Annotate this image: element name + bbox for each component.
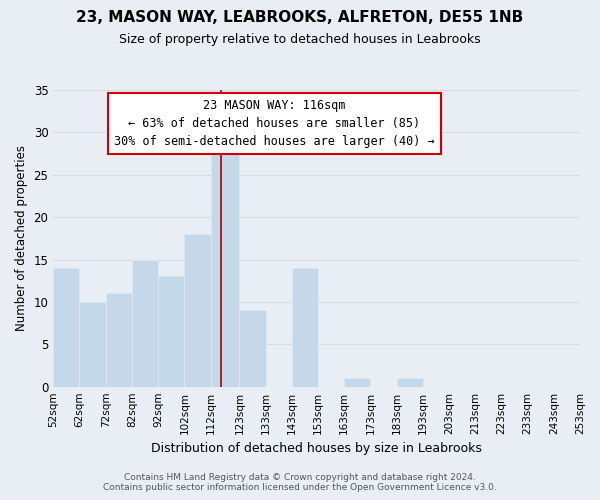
Bar (53, 268, 79, 386)
Bar (397, 378, 423, 386)
Bar (239, 310, 266, 386)
Bar (184, 234, 211, 386)
Bar (292, 268, 318, 386)
Bar (211, 150, 239, 386)
Text: Size of property relative to detached houses in Leabrooks: Size of property relative to detached ho… (119, 32, 481, 46)
Bar (132, 260, 158, 386)
Bar (79, 302, 106, 386)
X-axis label: Distribution of detached houses by size in Leabrooks: Distribution of detached houses by size … (151, 442, 482, 455)
Bar (344, 378, 370, 386)
Bar (158, 276, 184, 386)
Text: 23 MASON WAY: 116sqm
← 63% of detached houses are smaller (85)
30% of semi-detac: 23 MASON WAY: 116sqm ← 63% of detached h… (114, 99, 435, 148)
Bar (106, 294, 132, 386)
Y-axis label: Number of detached properties: Number of detached properties (15, 146, 28, 332)
Text: Contains HM Land Registry data © Crown copyright and database right 2024.
Contai: Contains HM Land Registry data © Crown c… (103, 473, 497, 492)
Text: 23, MASON WAY, LEABROOKS, ALFRETON, DE55 1NB: 23, MASON WAY, LEABROOKS, ALFRETON, DE55… (76, 10, 524, 25)
